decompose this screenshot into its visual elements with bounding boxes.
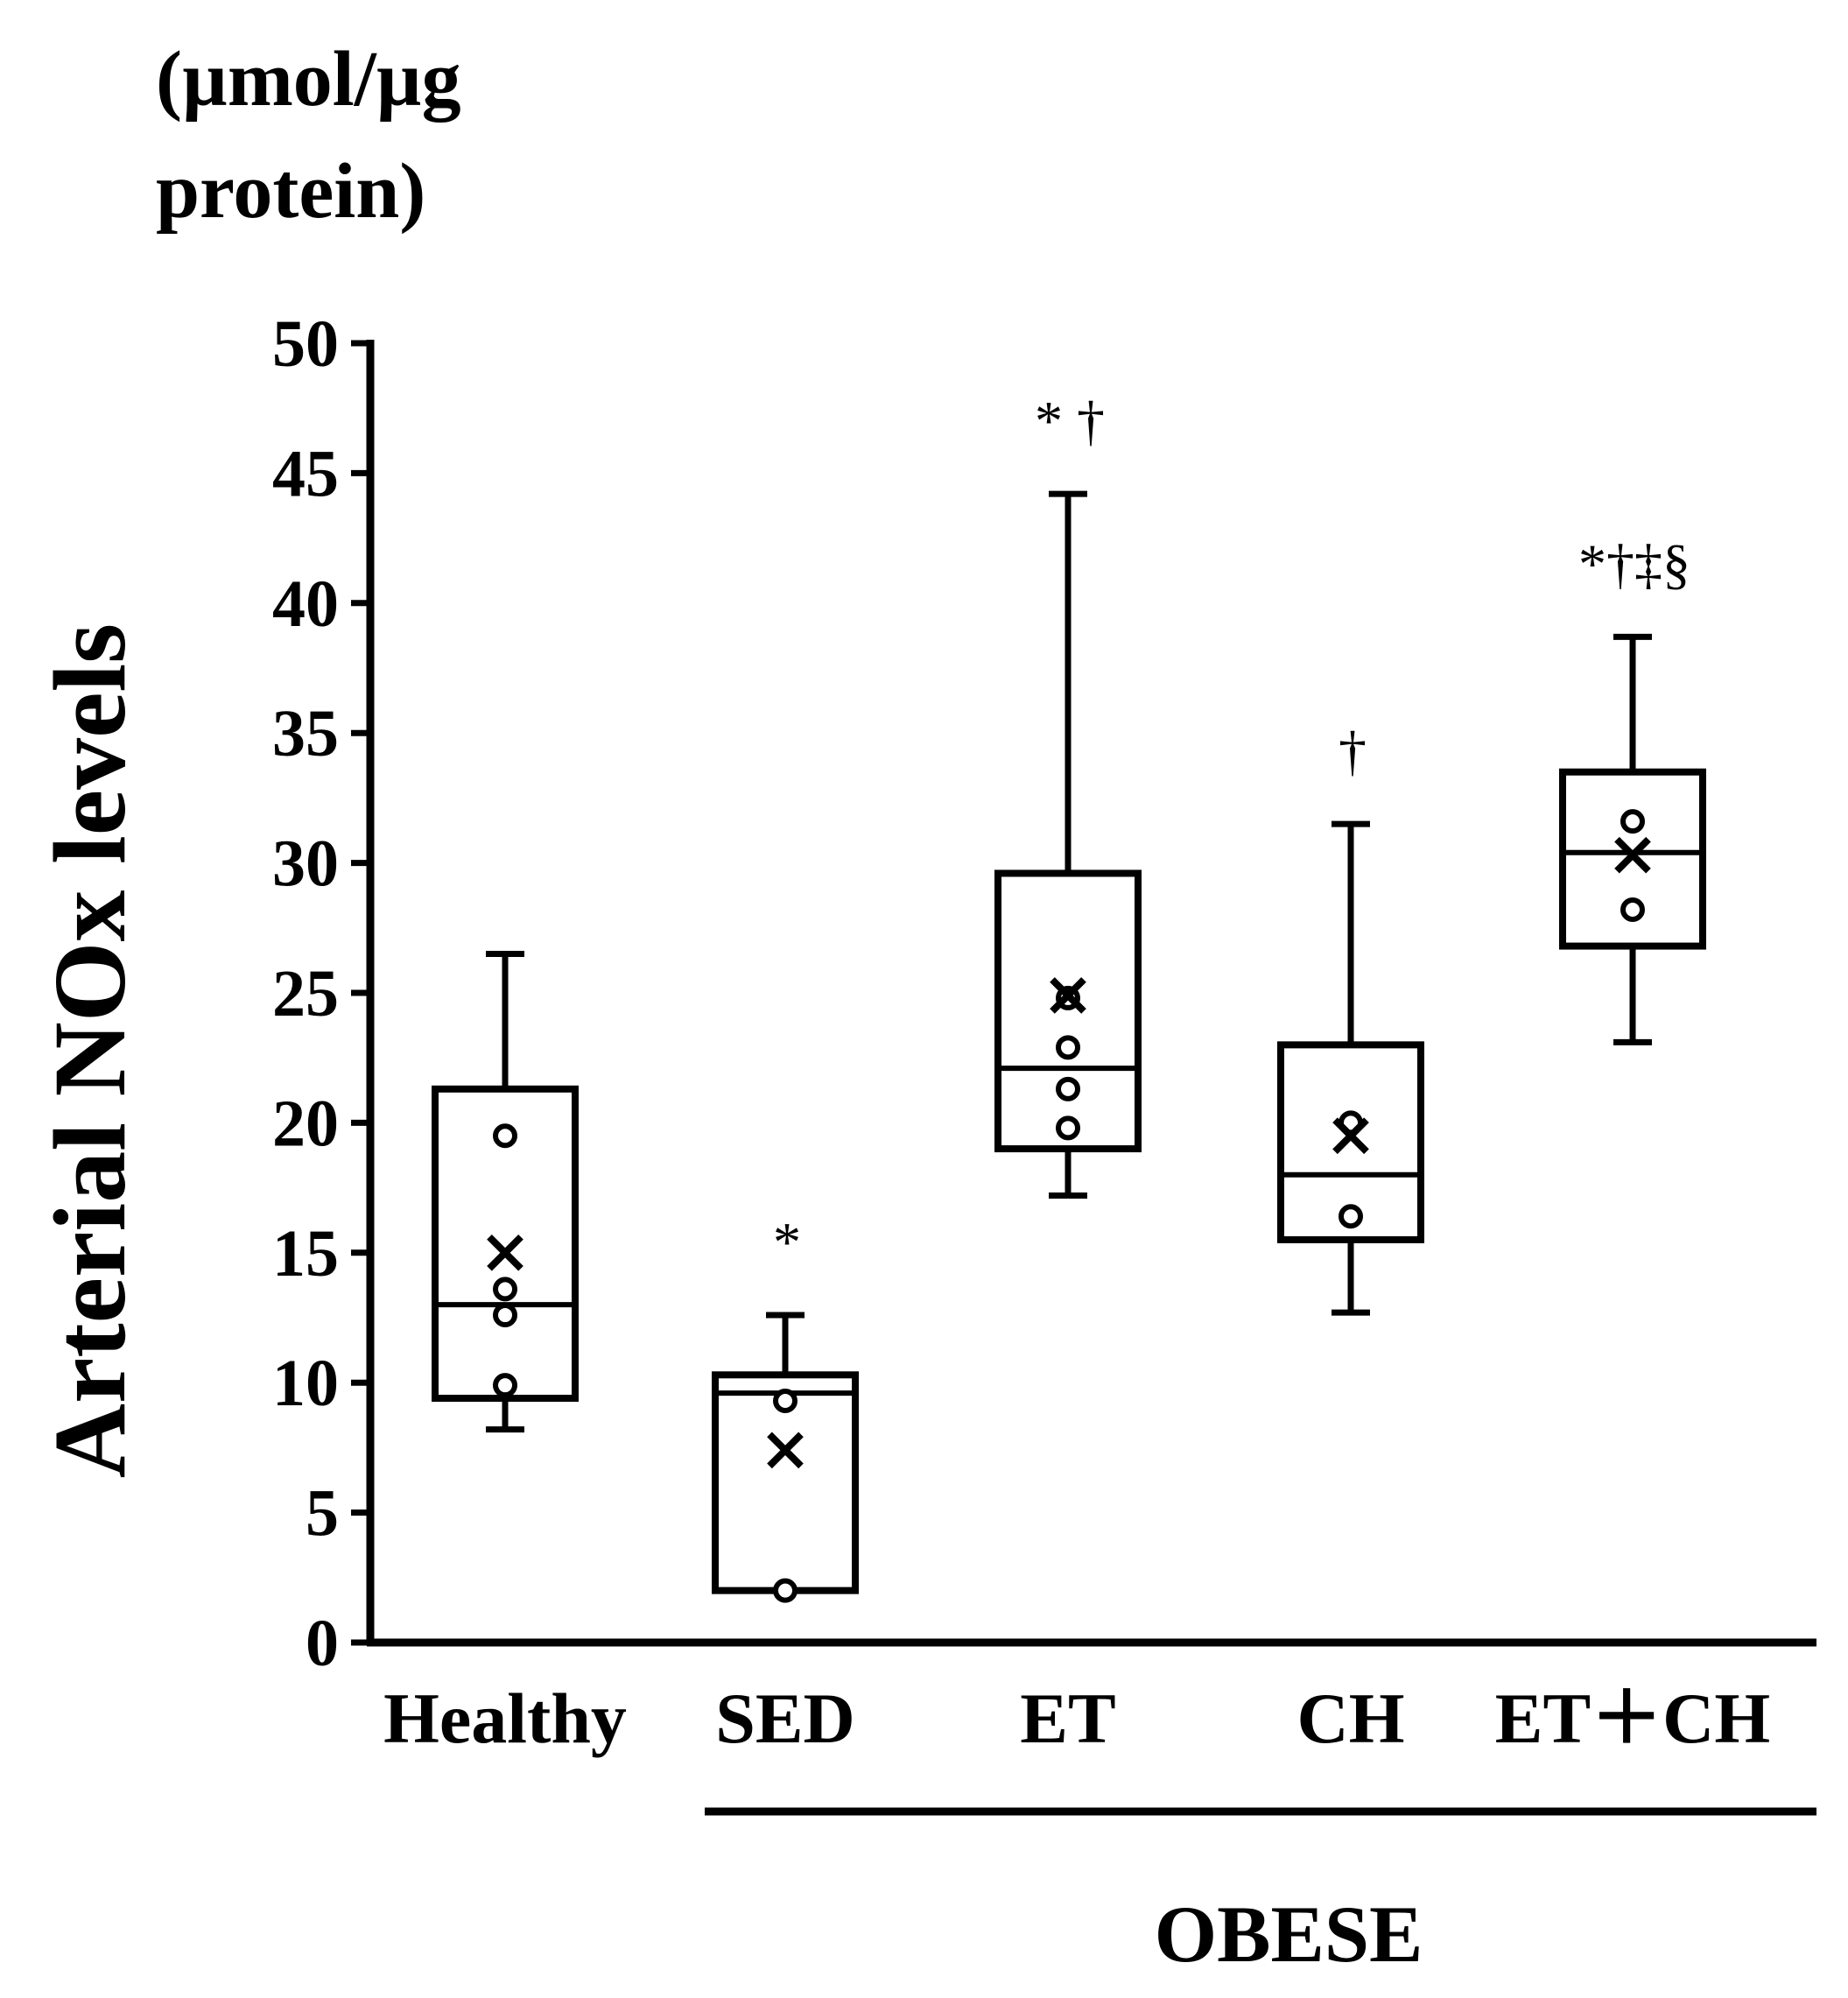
- data-point: [1056, 1115, 1080, 1141]
- data-point: [493, 1123, 517, 1149]
- data-point: [773, 1578, 798, 1603]
- x-tick-label: ET＋CH: [1495, 1678, 1770, 1758]
- y-tick-label: 30: [272, 827, 339, 901]
- obese-group-label: OBESE: [1155, 1889, 1423, 1979]
- y-tick-label: 15: [272, 1217, 339, 1291]
- axes: 0 5 10 15 20 25 30 35 40 45 50: [272, 307, 1816, 1680]
- data-point: [493, 1277, 517, 1302]
- box-healthy: [432, 950, 579, 1433]
- significance-marker: *†‡§: [1578, 532, 1690, 594]
- y-tick-label: 45: [272, 437, 339, 510]
- box-sed: *: [712, 1211, 859, 1603]
- data-point: [1056, 1076, 1080, 1101]
- x-tick-label: ET: [1020, 1678, 1115, 1758]
- boxes: * * † † *†‡§: [432, 390, 1706, 1603]
- y-tick-label: 20: [272, 1087, 339, 1160]
- box-ch: †: [1277, 720, 1424, 1316]
- mean-marker: [1614, 836, 1651, 874]
- box-et: * †: [994, 390, 1142, 1200]
- data-point: [493, 1373, 517, 1398]
- y-tick-label: 10: [272, 1347, 339, 1420]
- y-tick-label: 40: [272, 567, 339, 641]
- x-tick-label: CH: [1297, 1678, 1405, 1758]
- data-point: [493, 1303, 517, 1328]
- y-tick-label: 25: [272, 957, 339, 1031]
- mean-marker: [1050, 977, 1086, 1014]
- mean-marker: [767, 1432, 804, 1469]
- iqr-box: [994, 869, 1142, 1153]
- data-point: [773, 1388, 798, 1413]
- significance-marker: *: [773, 1211, 801, 1273]
- significance-marker: * †: [1035, 390, 1105, 452]
- ylabel-unit-line2: protein): [156, 148, 425, 235]
- significance-marker: †: [1339, 720, 1367, 782]
- mean-marker: [487, 1234, 523, 1271]
- y-axis-label: Arterial NOx levels: [32, 623, 147, 1478]
- ylabel-unit-line1: (µmol/µg: [156, 36, 461, 123]
- y-tick-label: 0: [306, 1607, 339, 1680]
- box-et-ch: *†‡§: [1559, 532, 1706, 1045]
- y-tick-label: 35: [272, 697, 339, 770]
- x-tick-labels: Healthy SED ET CH ET＋CH: [383, 1678, 1770, 1758]
- data-point: [1620, 809, 1645, 834]
- data-point: [1620, 897, 1645, 923]
- x-tick-label: SED: [715, 1678, 855, 1758]
- x-tick-label: Healthy: [383, 1678, 627, 1758]
- y-tick-label: 50: [272, 307, 339, 381]
- data-point: [1339, 1204, 1363, 1229]
- mean-marker: [1332, 1117, 1369, 1155]
- data-point: [1056, 1035, 1080, 1060]
- y-tick-label: 5: [306, 1477, 339, 1551]
